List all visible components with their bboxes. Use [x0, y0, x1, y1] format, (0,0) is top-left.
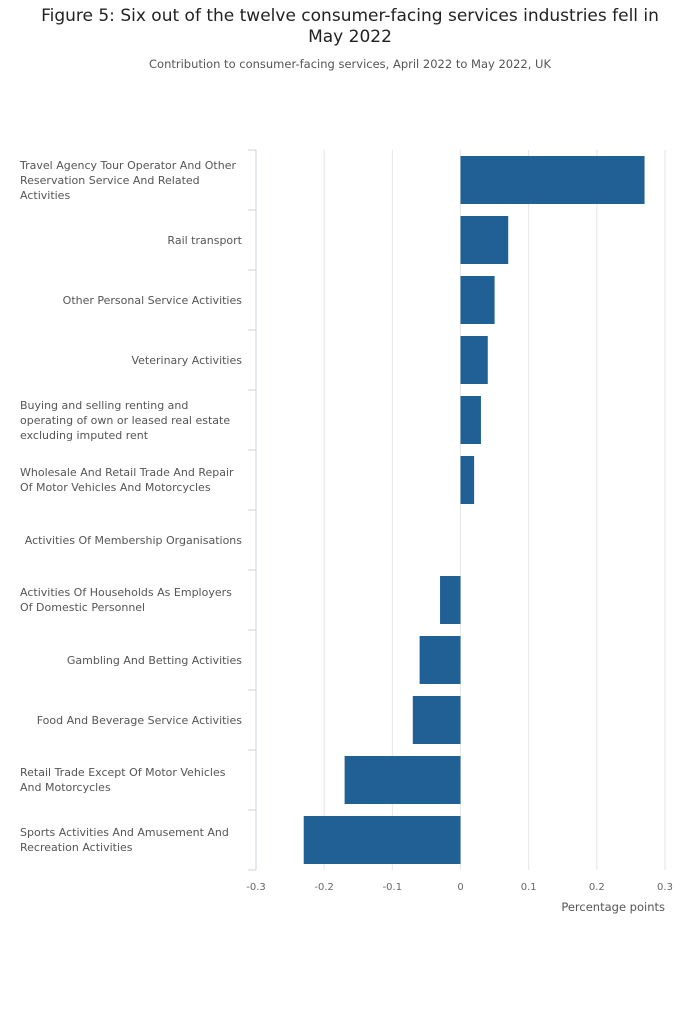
bars	[303, 156, 645, 864]
bar	[460, 456, 475, 504]
y-tick-label: Activities Of Membership Organisations	[20, 510, 242, 570]
category-label-text: Activities Of Membership Organisations	[24, 533, 242, 547]
y-tick-label: Retail Trade Except Of Motor Vehicles An…	[20, 750, 242, 810]
x-tick-label: 0.3	[657, 882, 673, 893]
y-tick-label: Food And Beverage Service Activities	[20, 690, 242, 750]
y-tick-label: Wholesale And Retail Trade And Repair Of…	[20, 450, 242, 510]
category-label-text: Gambling And Betting Activities	[66, 653, 242, 667]
category-label-text: Retail Trade Except Of Motor Vehicles An…	[20, 766, 226, 794]
category-label-text: Veterinary Activities	[131, 353, 242, 367]
y-tick-label: Activities Of Households As Employers Of…	[20, 570, 242, 630]
y-tick-label: Gambling And Betting Activities	[20, 630, 242, 690]
y-tick-label: Rail transport	[20, 210, 242, 270]
bar	[303, 816, 461, 864]
bar	[440, 576, 461, 624]
bar	[460, 156, 645, 204]
x-tick-label: -0.3	[246, 882, 266, 893]
x-tick-label: 0.1	[521, 882, 537, 893]
y-tick-label: Other Personal Service Activities	[20, 270, 242, 330]
y-tick-label: Travel Agency Tour Operator And Other Re…	[20, 150, 242, 210]
category-label-text: Buying and selling renting and operating…	[20, 398, 231, 442]
x-tick-label: 0.2	[589, 882, 605, 893]
chart-subtitle: Contribution to consumer-facing services…	[149, 57, 551, 71]
bar	[344, 756, 461, 804]
x-axis-ticks: -0.3 -0.2 -0.1 0 0.1 0.2 0.3	[246, 882, 673, 893]
x-axis-title: Percentage points	[561, 900, 665, 914]
category-label-text: Other Personal Service Activities	[62, 293, 242, 307]
bar	[460, 216, 509, 264]
y-tick-label: Buying and selling renting and operating…	[20, 390, 242, 450]
category-label-text: Rail transport	[167, 233, 242, 247]
bar	[460, 276, 495, 324]
y-axis	[248, 149, 257, 871]
bar	[419, 636, 461, 684]
category-label-text: Activities Of Households As Employers Of…	[20, 586, 232, 614]
y-tick-label: Sports Activities And Amusement And Recr…	[20, 810, 242, 870]
bar	[460, 336, 488, 384]
bar	[412, 696, 461, 744]
category-label-text: Sports Activities And Amusement And Recr…	[20, 826, 229, 854]
category-label-text: Food And Beverage Service Activities	[36, 713, 242, 727]
category-label-text: Wholesale And Retail Trade And Repair Of…	[20, 466, 234, 494]
x-tick-label: 0	[457, 882, 463, 893]
bar	[460, 396, 481, 444]
gridlines	[323, 150, 666, 870]
category-label-text: Travel Agency Tour Operator And Other Re…	[20, 158, 237, 202]
y-tick-label: Veterinary Activities	[20, 330, 242, 390]
x-tick-label: -0.2	[314, 882, 334, 893]
x-tick-label: -0.1	[383, 882, 403, 893]
chart-title: Figure 5: Six out of the twelve consumer…	[41, 6, 659, 47]
